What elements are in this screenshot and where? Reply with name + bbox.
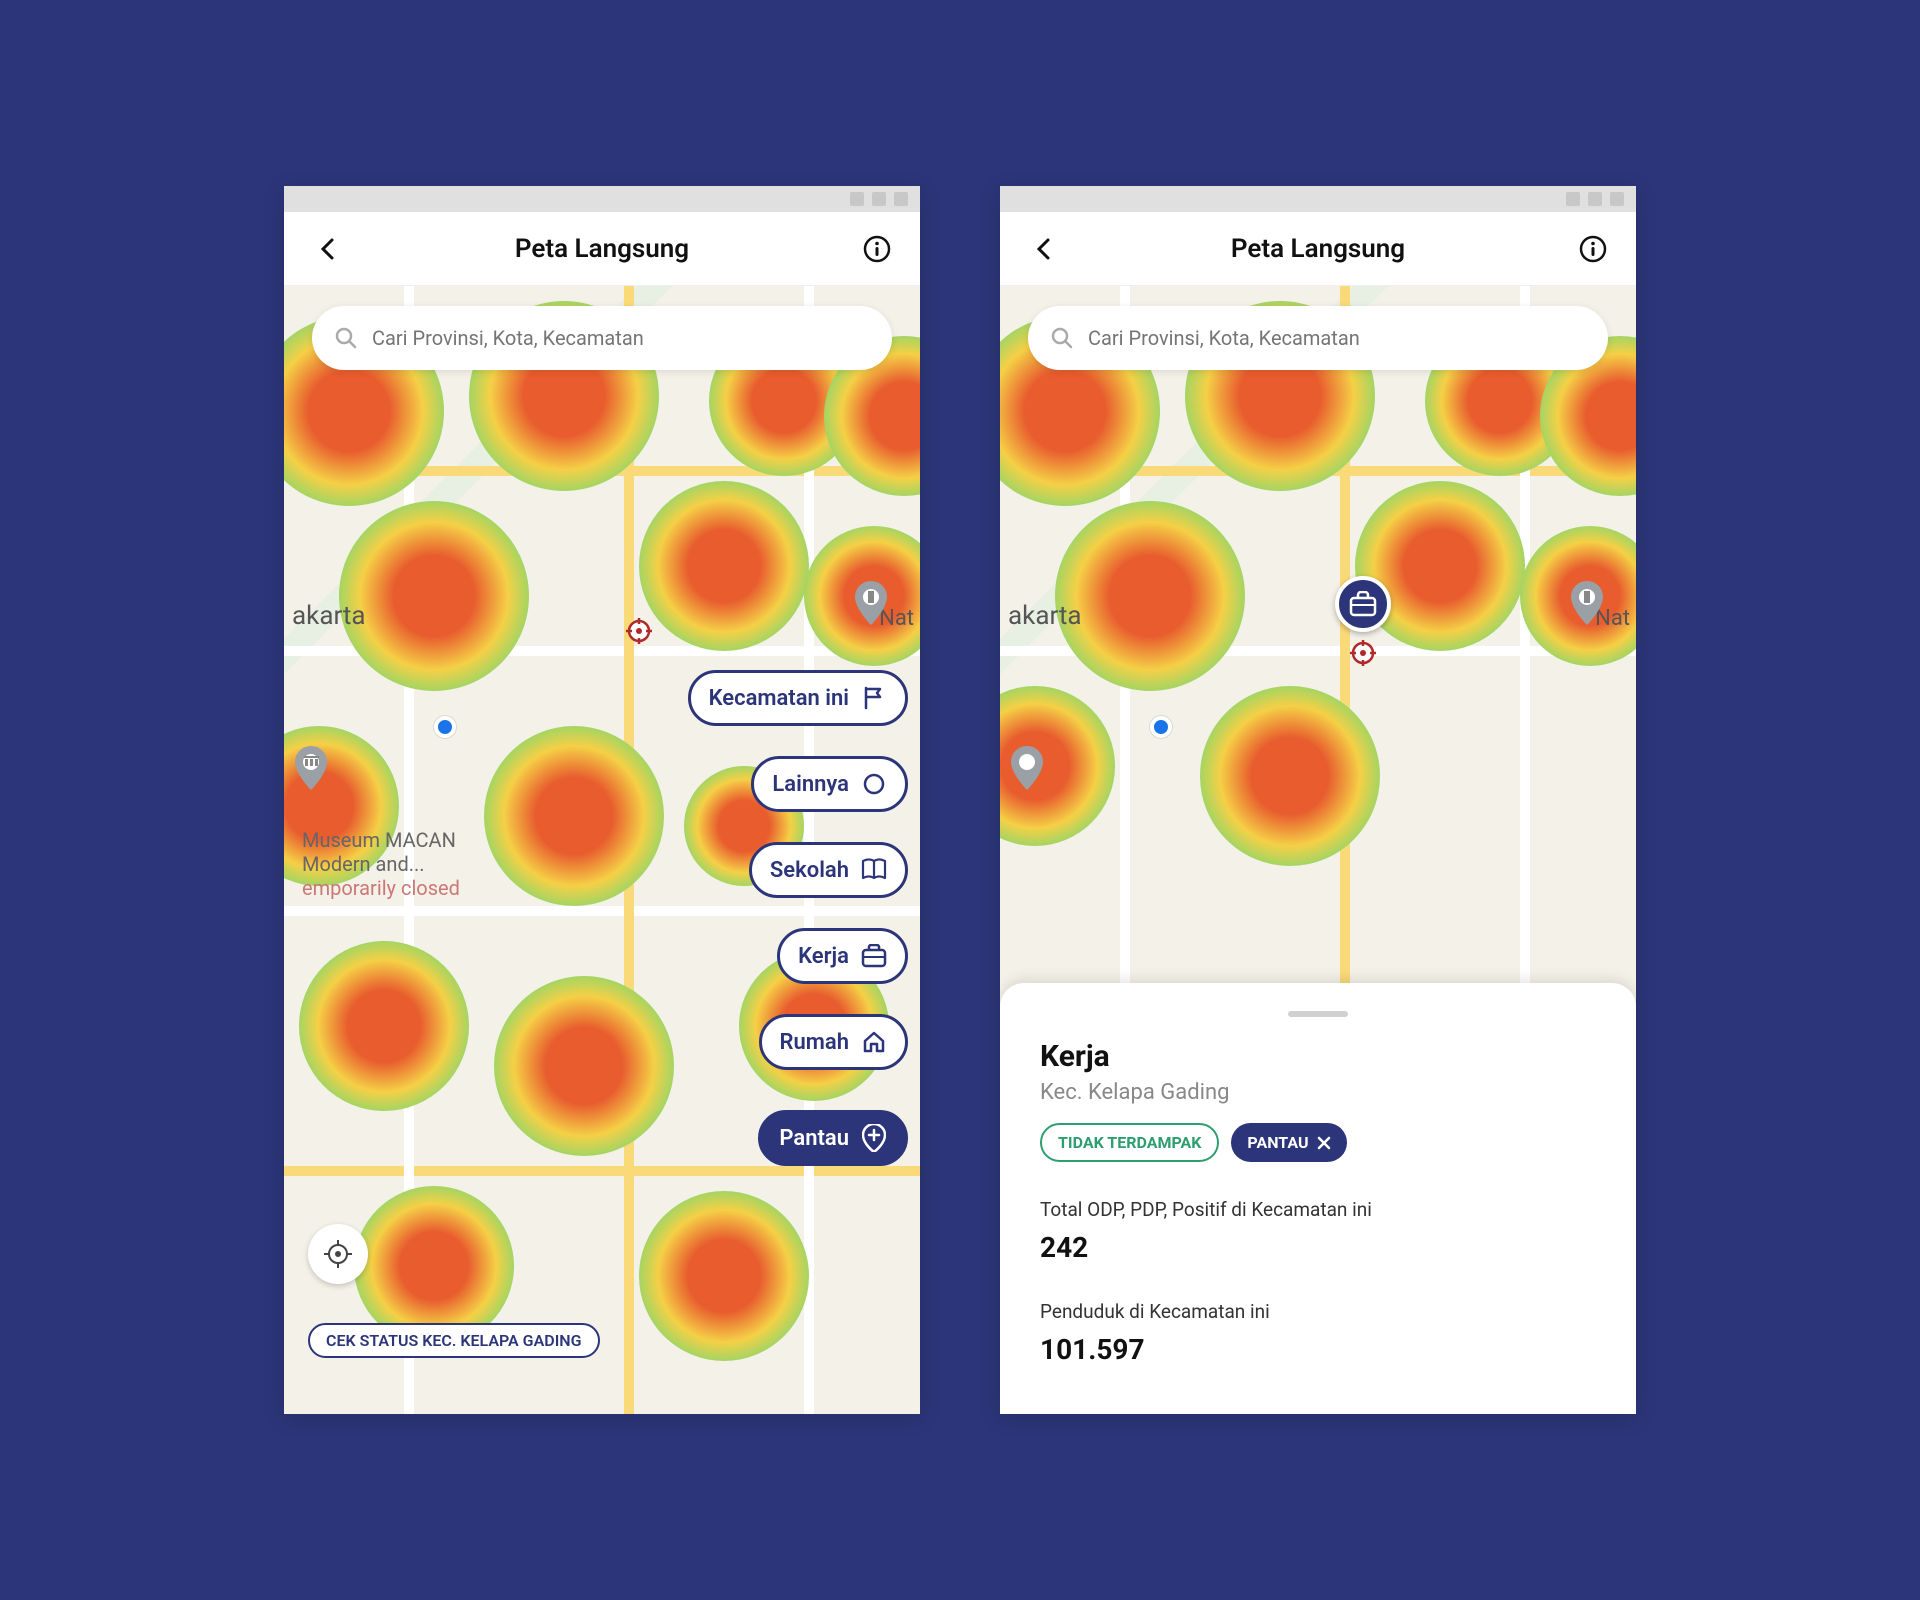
sheet-subtitle: Kec. Kelapa Gading (1040, 1080, 1596, 1105)
crosshair-icon (624, 616, 654, 646)
search-bar[interactable] (312, 306, 892, 370)
map-road (624, 286, 634, 1414)
info-icon (863, 235, 891, 263)
filter-label: Kerja (798, 944, 849, 969)
window-control-icon (1610, 192, 1624, 206)
close-icon (1317, 1136, 1331, 1150)
search-icon (1050, 326, 1074, 350)
circle-icon (861, 771, 887, 797)
status-chip-safe: TIDAK TERDAMPAK (1040, 1123, 1219, 1162)
museum-poi-icon (294, 746, 328, 790)
map-label-museum1: Museum MACAN (302, 828, 456, 852)
search-icon (334, 326, 358, 350)
home-icon (861, 1029, 887, 1055)
window-control-icon (1588, 192, 1602, 206)
pantau-chip-label: PANTAU (1247, 1133, 1308, 1152)
search-bar[interactable] (1028, 306, 1608, 370)
map-road (284, 1166, 920, 1176)
add-location-icon (861, 1125, 887, 1151)
locate-icon (323, 1239, 353, 1269)
map-label-city: akarta (1008, 601, 1082, 632)
sheet-drag-handle[interactable] (1288, 1011, 1348, 1017)
filter-pill-sekolah[interactable]: Sekolah (749, 842, 908, 898)
app-header: Peta Langsung (284, 212, 920, 286)
back-button[interactable] (312, 234, 342, 264)
filter-label: Rumah (780, 1030, 849, 1055)
search-input[interactable] (1088, 326, 1586, 350)
info-button[interactable] (862, 234, 892, 264)
pantau-button[interactable]: Pantau (758, 1110, 908, 1166)
browser-chrome (1000, 186, 1636, 212)
monument-poi-icon (1570, 581, 1604, 625)
filter-label: Sekolah (770, 858, 849, 883)
map-road (284, 466, 920, 476)
flag-icon (861, 685, 887, 711)
work-location-pin[interactable] (1335, 576, 1391, 632)
phone-right: Peta Langsung akarta Nat (1000, 186, 1636, 1414)
search-input[interactable] (372, 326, 870, 350)
chevron-left-icon (1036, 238, 1050, 260)
window-control-icon (1566, 192, 1580, 206)
stat2-value: 101.597 (1040, 1333, 1596, 1366)
locate-me-button[interactable] (308, 1224, 368, 1284)
sheet-title: Kerja (1040, 1039, 1596, 1074)
filter-pill-kerja[interactable]: Kerja (777, 928, 908, 984)
map-label-museum-status: emporarily closed (302, 876, 460, 900)
target-marker (624, 616, 654, 646)
stat1-label: Total ODP, PDP, Positif di Kecamatan ini (1040, 1198, 1596, 1221)
window-control-icon (872, 192, 886, 206)
window-control-icon (850, 192, 864, 206)
chip-row: TIDAK TERDAMPAK PANTAU (1040, 1123, 1596, 1162)
map-viewport[interactable]: akarta Nat Museum MACAN Modern and... em… (284, 286, 920, 1414)
filter-label: Lainnya (772, 772, 849, 797)
filter-pill-rumah[interactable]: Rumah (759, 1014, 908, 1070)
status-chip[interactable]: CEK STATUS KEC. KELAPA GADING (308, 1323, 600, 1358)
stat2-label: Penduduk di Kecamatan ini (1040, 1300, 1596, 1323)
page-title: Peta Langsung (1058, 234, 1578, 264)
map-label-city: akarta (292, 601, 366, 632)
current-location-marker (434, 716, 456, 738)
phone-left: Peta Langsung akarta Nat Museum MACAN Mo… (284, 186, 920, 1414)
filter-pill-kecamatan-ini[interactable]: Kecamatan ini (688, 670, 908, 726)
app-header: Peta Langsung (1000, 212, 1636, 286)
museum-poi-icon (1010, 746, 1044, 790)
info-button[interactable] (1578, 234, 1608, 264)
back-button[interactable] (1028, 234, 1058, 264)
book-icon (861, 857, 887, 883)
browser-chrome (284, 186, 920, 212)
map-label-museum2: Modern and... (302, 852, 425, 876)
map-road (1000, 466, 1636, 476)
map-road (1000, 646, 1636, 656)
map-road (284, 906, 920, 916)
stat1-value: 242 (1040, 1231, 1596, 1264)
window-control-icon (894, 192, 908, 206)
pantau-label: Pantau (779, 1126, 849, 1151)
monument-poi-icon (854, 581, 888, 625)
filter-pill-lainnya[interactable]: Lainnya (751, 756, 908, 812)
briefcase-icon (861, 943, 887, 969)
bottom-sheet[interactable]: Kerja Kec. Kelapa Gading TIDAK TERDAMPAK… (1000, 983, 1636, 1414)
map-viewport[interactable]: akarta Nat Pantau (1000, 286, 1636, 1414)
info-icon (1579, 235, 1607, 263)
target-marker (1348, 638, 1378, 668)
current-location-marker (1150, 716, 1172, 738)
crosshair-icon (1348, 638, 1378, 668)
page-title: Peta Langsung (342, 234, 862, 264)
filter-label: Kecamatan ini (709, 686, 849, 711)
briefcase-icon (1349, 591, 1377, 617)
pantau-chip[interactable]: PANTAU (1231, 1123, 1346, 1162)
chevron-left-icon (320, 238, 334, 260)
map-road (284, 646, 920, 656)
